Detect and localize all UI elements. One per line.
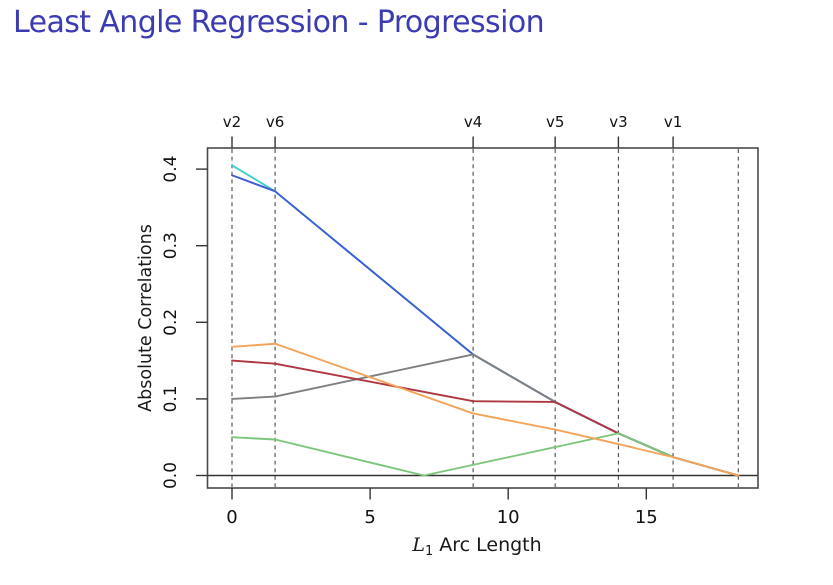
x-axis-label-rest: Arc Length xyxy=(433,534,541,556)
top-tick-label-v1: v1 xyxy=(664,113,682,131)
x-tick-label-5: 5 xyxy=(364,507,375,528)
x-tick-label-0: 0 xyxy=(226,507,237,528)
x-axis-label: L1 Arc Length xyxy=(411,534,541,559)
top-tick-label-v6: v6 xyxy=(266,113,284,131)
top-tick-label-v5: v5 xyxy=(546,113,564,131)
y-tick-label-0.2: 0.2 xyxy=(161,309,181,336)
top-tick-label-v2: v2 xyxy=(223,113,241,131)
x-axis-label-math: L xyxy=(411,534,425,556)
plot-generated-layer: v2 v6 v4 v5 v3 v1 0 5 10 15 0.0 0.1 0.2 0.3 0.4 xyxy=(161,113,759,528)
x-axis-label-subscript: 1 xyxy=(425,544,433,559)
y-tick-label-0.1: 0.1 xyxy=(161,385,181,412)
series-v6-line xyxy=(231,174,740,477)
x-tick-label-10: 10 xyxy=(497,507,520,528)
y-tick-label-0.0: 0.0 xyxy=(161,462,181,489)
series-v1-line xyxy=(231,342,740,477)
plot-box xyxy=(206,147,759,489)
y-axis-label: Absolute Correlations xyxy=(136,224,156,412)
series-v2-line xyxy=(231,164,740,477)
series-v5-line xyxy=(231,359,740,477)
x-tick-label-15: 15 xyxy=(635,507,658,528)
slide-title: Least Angle Regression - Progression xyxy=(13,5,545,40)
y-tick-label-0.3: 0.3 xyxy=(161,232,181,259)
y-tick-label-0.4: 0.4 xyxy=(161,156,181,183)
top-tick-label-v3: v3 xyxy=(609,113,627,131)
top-tick-label-v4: v4 xyxy=(464,113,482,131)
